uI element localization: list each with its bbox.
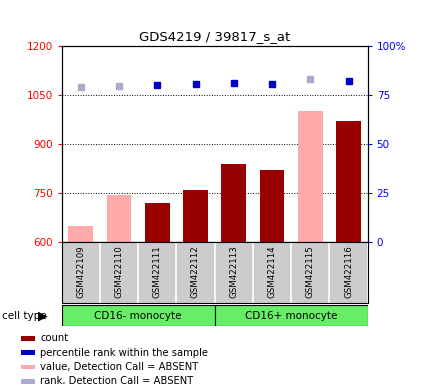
Bar <box>260 170 284 242</box>
Bar <box>215 305 368 326</box>
Bar <box>221 164 246 242</box>
Text: count: count <box>40 333 68 343</box>
Text: CD16+ monocyte: CD16+ monocyte <box>245 311 337 321</box>
Bar <box>21 336 34 341</box>
Title: GDS4219 / 39817_s_at: GDS4219 / 39817_s_at <box>139 30 290 43</box>
Text: GSM422110: GSM422110 <box>114 245 124 298</box>
Text: value, Detection Call = ABSENT: value, Detection Call = ABSENT <box>40 362 199 372</box>
Text: percentile rank within the sample: percentile rank within the sample <box>40 348 208 358</box>
Text: GSM422114: GSM422114 <box>267 245 277 298</box>
Text: rank, Detection Call = ABSENT: rank, Detection Call = ABSENT <box>40 376 194 384</box>
Bar <box>21 350 34 355</box>
Bar <box>107 195 131 242</box>
Bar <box>183 190 208 242</box>
Bar <box>298 111 323 242</box>
Text: ▶: ▶ <box>38 310 48 322</box>
Text: CD16- monocyte: CD16- monocyte <box>94 311 182 321</box>
Text: GSM422116: GSM422116 <box>344 245 353 298</box>
Text: GSM422109: GSM422109 <box>76 245 85 298</box>
Bar <box>21 364 34 369</box>
Text: cell type: cell type <box>2 311 47 321</box>
Bar <box>21 379 34 384</box>
Bar <box>62 305 215 326</box>
Bar <box>145 203 170 242</box>
Text: GSM422115: GSM422115 <box>306 245 315 298</box>
Text: GSM422113: GSM422113 <box>229 245 238 298</box>
Text: GSM422112: GSM422112 <box>191 245 200 298</box>
Bar <box>336 121 361 242</box>
Bar <box>68 226 93 242</box>
Text: GSM422111: GSM422111 <box>153 245 162 298</box>
